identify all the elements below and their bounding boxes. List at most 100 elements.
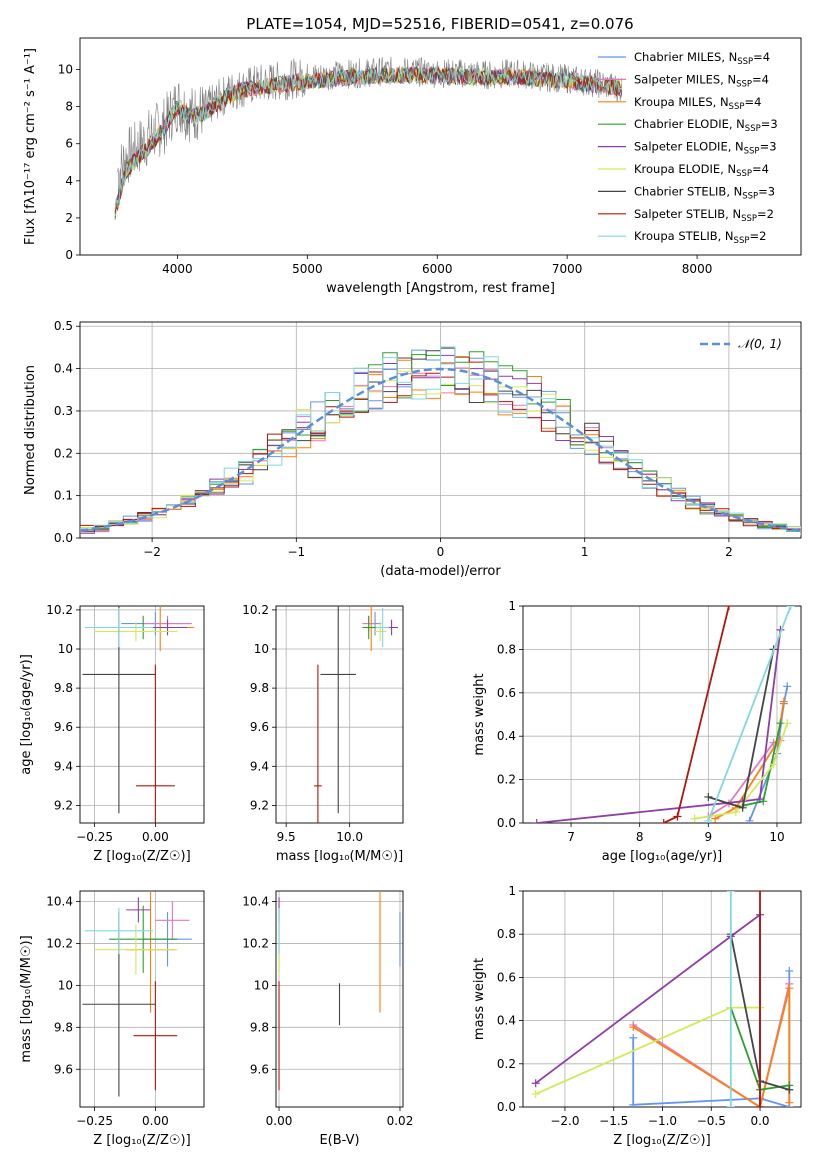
weight-point-marker: [659, 819, 668, 823]
weight-vs-metallicity-panel: −2.0 −1.5 −1.0 −0.5 0.0 0.0 0.2 0.4 0.6 0.8 1 Z [lo…: [472, 884, 802, 1148]
y-tick-label: 10.4: [46, 894, 73, 908]
x-tick-label: 9: [705, 830, 713, 844]
y-tick-label: 0.8: [497, 927, 516, 941]
y-axis-label: mass [log₁₀(M/M☉)]: [19, 935, 34, 1062]
weight-point-marker: [726, 891, 735, 895]
x-tick-label: −2.0: [550, 1114, 579, 1128]
y-tick-label: 9.8: [250, 681, 269, 695]
age-vs-metallicity-panel: −0.25 0.00 9.2 9.4 9.6 9.8 10 10.2 Z [log₁₀(Z/Z☉…: [19, 603, 205, 864]
weight-point-marker: [531, 1079, 540, 1088]
y-tick-label: 8: [65, 100, 73, 114]
weight-series-line: [748, 686, 789, 822]
y-tick-label: 10: [254, 978, 269, 992]
model-spectrum-line: [114, 65, 622, 209]
weight-point-marker: [783, 719, 792, 728]
y-tick-label: 0.5: [54, 319, 73, 333]
x-tick-label: 8: [636, 830, 644, 844]
x-tick-label: −2: [143, 545, 161, 559]
y-tick-label: 10: [254, 642, 269, 656]
data-spectrum-line: [117, 56, 622, 195]
y-tick-label: 10.2: [242, 936, 269, 950]
weight-point-marker: [629, 1033, 638, 1042]
weight-series-line: [707, 606, 792, 822]
y-tick-label: 10: [58, 978, 73, 992]
spectrum-panel: 4000 5000 6000 7000 8000 0 2 4 6 8 10 wavelength [A…: [23, 37, 802, 296]
axes-frame: [79, 890, 205, 1108]
weight-point-marker: [673, 812, 682, 821]
axes-frame: [522, 605, 802, 824]
y-tick-label: 9.8: [54, 1020, 73, 1034]
y-tick-label: 9.8: [250, 1020, 269, 1034]
y-tick-label: 9.4: [250, 759, 269, 773]
x-tick-label: 10.0: [336, 830, 363, 844]
model-spectrum-line: [114, 66, 623, 212]
normal-reference-curve: [80, 367, 801, 532]
y-tick-label: 0.3: [54, 404, 73, 418]
y-axis-label: Normed distribution: [23, 365, 38, 495]
weight-point-marker: [756, 1103, 765, 1107]
x-axis-label: mass [log₁₀(M/M☉)]: [276, 849, 403, 864]
legend-entry: Kroupa ELODIE, NSSP=4: [634, 162, 769, 179]
weight-series-line: [536, 629, 782, 823]
y-tick-label: 0.2: [497, 773, 516, 787]
axes-frame: [275, 890, 404, 1108]
x-tick-label: −1.0: [648, 1114, 677, 1128]
y-tick-label: 0.1: [54, 489, 73, 503]
weight-point-marker: [724, 606, 733, 610]
y-axis-label: mass weight: [472, 958, 487, 1040]
model-spectrum-line: [114, 67, 623, 216]
residual-histogram-panel: −2 −1 0 1 2 0.0 0.1 0.2 0.3 0.4 0.5 (data-model)/er…: [23, 319, 802, 579]
y-tick-label: 0.8: [497, 642, 516, 656]
y-tick-label: 0.2: [497, 1057, 516, 1071]
y-axis-label: age [log₁₀(age/yr)]: [19, 654, 34, 775]
weight-point-marker: [785, 1085, 794, 1094]
model-spectrum-line: [114, 66, 623, 220]
weight-point-marker: [704, 792, 713, 801]
legend-entry: Chabrier STELIB, NSSP=3: [634, 184, 775, 201]
weight-series-line: [632, 987, 791, 1107]
weight-point-marker: [779, 697, 788, 706]
y-tick-label: 0: [65, 248, 73, 262]
y-axis-label: mass weight: [472, 673, 487, 755]
weight-point-marker: [756, 891, 765, 895]
y-axis-label: Flux [fλ10⁻¹⁷ erg cm⁻² s⁻¹ A⁻¹]: [23, 48, 38, 245]
axes-frame: [275, 605, 404, 824]
weight-point-marker: [731, 808, 740, 817]
y-tick-label: 10.2: [46, 603, 73, 617]
x-tick-label: 0.00: [266, 1114, 293, 1128]
y-tick-label: 9.4: [54, 759, 73, 773]
x-tick-label: 10: [769, 830, 784, 844]
x-tick-label: 8000: [682, 262, 713, 276]
y-tick-label: 9.2: [54, 798, 73, 812]
weight-point-marker: [738, 803, 747, 812]
y-tick-label: 1: [508, 599, 516, 613]
y-tick-label: 1: [508, 884, 516, 898]
y-tick-label: 10: [58, 63, 73, 77]
y-tick-label: 9.6: [54, 720, 73, 734]
weight-point-marker: [755, 795, 764, 804]
x-tick-label: 4000: [162, 262, 193, 276]
model-spectrum-line: [114, 66, 623, 210]
y-tick-label: 0.0: [497, 1100, 516, 1114]
weight-point-marker: [776, 719, 785, 728]
y-tick-label: 0.0: [54, 531, 73, 545]
x-tick-label: −1.5: [599, 1114, 628, 1128]
y-tick-label: 0.2: [54, 446, 73, 460]
weight-point-marker: [785, 1098, 794, 1107]
figure-title: PLATE=1054, MJD=52516, FIBERID=0541, z=0…: [246, 15, 633, 33]
model-spectrum-line: [114, 65, 622, 210]
x-axis-label: Z [log₁₀(Z/Z☉)]: [93, 849, 190, 864]
x-tick-label: 0.0: [750, 1114, 769, 1128]
axes-frame: [79, 37, 802, 256]
y-tick-label: 2: [65, 211, 73, 225]
x-tick-label: −1: [287, 545, 305, 559]
weight-point-marker: [531, 1090, 540, 1099]
y-tick-label: 0.6: [497, 686, 516, 700]
x-tick-label: 5000: [292, 262, 323, 276]
x-axis-label: (data-model)/error: [380, 564, 501, 579]
x-tick-label: 7000: [552, 262, 583, 276]
y-tick-label: 9.6: [250, 720, 269, 734]
legend-entry: Chabrier MILES, NSSP=4: [634, 50, 770, 67]
y-tick-label: 0.4: [497, 729, 516, 743]
model-spectrum-line: [114, 66, 623, 209]
